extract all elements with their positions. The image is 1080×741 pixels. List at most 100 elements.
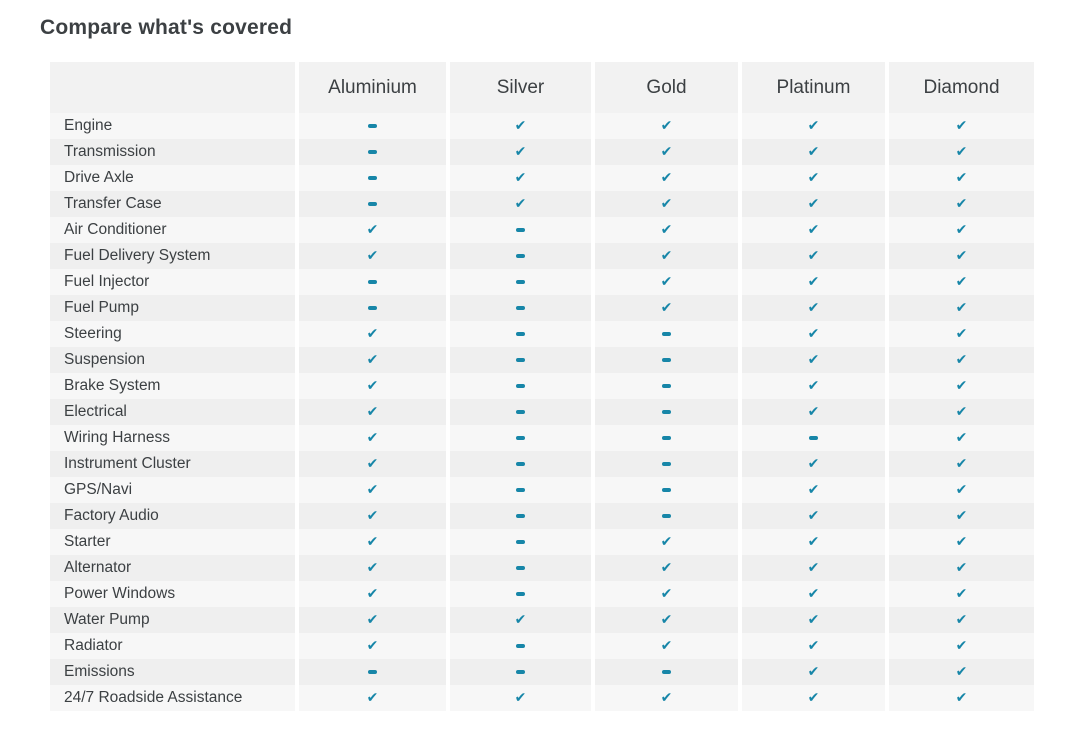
- check-icon: ✔: [366, 585, 379, 601]
- coverage-cell: ✔: [889, 165, 1034, 191]
- coverage-cell: [299, 295, 446, 321]
- coverage-cell: ✔: [299, 529, 446, 555]
- coverage-cell: ✔: [742, 451, 885, 477]
- header-gold: Gold: [595, 62, 738, 113]
- table-row: Suspension ✔ ✔ ✔: [50, 347, 1034, 373]
- coverage-cell: ✔: [742, 659, 885, 685]
- dash-icon: [516, 670, 525, 674]
- check-icon: ✔: [807, 611, 820, 627]
- row-label: 24/7 Roadside Assistance: [50, 685, 295, 711]
- row-label: Instrument Cluster: [50, 451, 295, 477]
- coverage-cell: [595, 425, 738, 451]
- check-icon: ✔: [660, 117, 673, 133]
- coverage-cell: ✔: [595, 113, 738, 139]
- check-icon: ✔: [366, 689, 379, 705]
- row-label: Power Windows: [50, 581, 295, 607]
- coverage-cell: ✔: [595, 217, 738, 243]
- header-diamond: Diamond: [889, 62, 1034, 113]
- row-label: Engine: [50, 113, 295, 139]
- coverage-cell: ✔: [299, 581, 446, 607]
- dash-icon: [516, 488, 525, 492]
- table-row: 24/7 Roadside Assistance ✔ ✔ ✔ ✔ ✔: [50, 685, 1034, 711]
- coverage-cell: ✔: [742, 685, 885, 711]
- row-label: Emissions: [50, 659, 295, 685]
- dash-icon: [516, 540, 525, 544]
- coverage-cell: ✔: [889, 685, 1034, 711]
- coverage-cell: ✔: [742, 295, 885, 321]
- dash-icon: [368, 670, 377, 674]
- check-icon: ✔: [807, 325, 820, 341]
- check-icon: ✔: [955, 169, 968, 185]
- check-icon: ✔: [807, 195, 820, 211]
- check-icon: ✔: [660, 585, 673, 601]
- page-title: Compare what's covered: [40, 16, 293, 39]
- row-label: Fuel Delivery System: [50, 243, 295, 269]
- row-label: Steering: [50, 321, 295, 347]
- dash-icon: [516, 410, 525, 414]
- row-label: Alternator: [50, 555, 295, 581]
- check-icon: ✔: [807, 273, 820, 289]
- table-row: GPS/Navi ✔ ✔ ✔: [50, 477, 1034, 503]
- check-icon: ✔: [660, 299, 673, 315]
- table-row: Fuel Pump ✔ ✔ ✔: [50, 295, 1034, 321]
- check-icon: ✔: [660, 143, 673, 159]
- coverage-cell: ✔: [742, 139, 885, 165]
- row-label: Fuel Pump: [50, 295, 295, 321]
- dash-icon: [516, 384, 525, 388]
- check-icon: ✔: [955, 377, 968, 393]
- table-body: Engine ✔ ✔ ✔ ✔ Transmission ✔ ✔ ✔ ✔ Drive Axle ✔ ✔ ✔ ✔…: [50, 113, 1034, 711]
- check-icon: ✔: [514, 117, 527, 133]
- check-icon: ✔: [955, 299, 968, 315]
- coverage-cell: ✔: [889, 425, 1034, 451]
- check-icon: ✔: [807, 299, 820, 315]
- coverage-cell: ✔: [595, 295, 738, 321]
- coverage-cell: ✔: [742, 555, 885, 581]
- coverage-cell: [450, 529, 591, 555]
- coverage-cell: [595, 659, 738, 685]
- check-icon: ✔: [366, 325, 379, 341]
- check-icon: ✔: [955, 351, 968, 367]
- coverage-comparison-table: Aluminium Silver Gold Platinum Diamond E…: [50, 62, 1034, 711]
- row-label: Radiator: [50, 633, 295, 659]
- check-icon: ✔: [955, 637, 968, 653]
- row-label: GPS/Navi: [50, 477, 295, 503]
- coverage-cell: ✔: [595, 555, 738, 581]
- coverage-cell: ✔: [889, 269, 1034, 295]
- check-icon: ✔: [514, 611, 527, 627]
- check-icon: ✔: [807, 403, 820, 419]
- coverage-cell: [595, 347, 738, 373]
- dash-icon: [662, 488, 671, 492]
- check-icon: ✔: [660, 221, 673, 237]
- table-row: Instrument Cluster ✔ ✔ ✔: [50, 451, 1034, 477]
- coverage-cell: ✔: [450, 139, 591, 165]
- dash-icon: [516, 644, 525, 648]
- coverage-cell: ✔: [299, 633, 446, 659]
- coverage-cell: ✔: [889, 243, 1034, 269]
- check-icon: ✔: [955, 325, 968, 341]
- coverage-cell: ✔: [450, 165, 591, 191]
- coverage-cell: ✔: [889, 347, 1034, 373]
- table-row: Starter ✔ ✔ ✔ ✔: [50, 529, 1034, 555]
- check-icon: ✔: [955, 247, 968, 263]
- dash-icon: [809, 436, 818, 440]
- coverage-cell: ✔: [742, 269, 885, 295]
- coverage-cell: [450, 581, 591, 607]
- check-icon: ✔: [955, 481, 968, 497]
- coverage-cell: ✔: [742, 477, 885, 503]
- coverage-cell: [450, 425, 591, 451]
- table-row: Transfer Case ✔ ✔ ✔ ✔: [50, 191, 1034, 217]
- coverage-cell: [299, 113, 446, 139]
- coverage-cell: [595, 399, 738, 425]
- coverage-cell: ✔: [889, 529, 1034, 555]
- check-icon: ✔: [807, 143, 820, 159]
- coverage-cell: ✔: [450, 607, 591, 633]
- check-icon: ✔: [807, 585, 820, 601]
- coverage-cell: ✔: [889, 295, 1034, 321]
- check-icon: ✔: [807, 507, 820, 523]
- row-label: Transfer Case: [50, 191, 295, 217]
- coverage-cell: ✔: [595, 685, 738, 711]
- coverage-cell: ✔: [742, 581, 885, 607]
- coverage-cell: ✔: [742, 191, 885, 217]
- table-row: Emissions ✔ ✔: [50, 659, 1034, 685]
- check-icon: ✔: [807, 169, 820, 185]
